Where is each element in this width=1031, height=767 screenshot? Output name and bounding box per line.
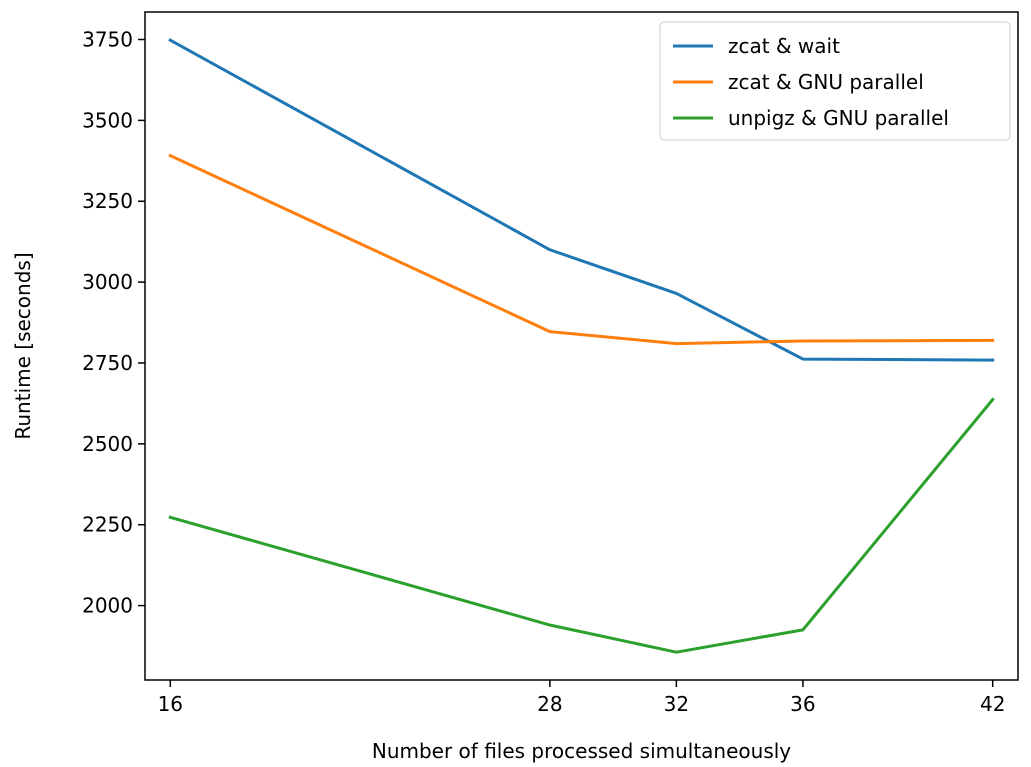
series-line-3 [168,397,995,654]
y-tick-label: 3250 [82,189,133,213]
x-tick-label: 32 [664,692,689,716]
axes-frame [144,11,1019,681]
y-axis-label: Runtime [seconds] [11,252,35,439]
y-tick-label: 3500 [82,108,133,132]
x-axis-label: Number of files processed simultaneously [372,739,791,763]
legend-label-1: zcat & wait [728,34,840,58]
x-tick-label: 16 [158,692,183,716]
legend: zcat & wait zcat & GNU parallel unpigz & G… [659,21,1011,141]
y-axis-ticks: 2000 2250 2500 2750 3000 3250 3500 3750 [82,27,145,618]
y-tick-label: 2250 [82,513,133,537]
series-line-1 [168,38,995,362]
y-tick-label: 3750 [82,27,133,51]
x-tick-label: 28 [537,692,562,716]
legend-box [659,21,1011,141]
x-tick-label: 42 [980,692,1005,716]
legend-label-2: zcat & GNU parallel [728,70,924,94]
y-tick-label: 2500 [82,432,133,456]
series-layer [168,38,995,654]
plot-area [144,11,1019,681]
series-line-2 [168,153,995,346]
x-tick-label: 36 [790,692,815,716]
legend-label-3: unpigz & GNU parallel [728,106,949,130]
y-tick-label: 3000 [82,270,133,294]
y-tick-label: 2750 [82,351,133,375]
y-tick-label: 2000 [82,594,133,618]
x-axis-ticks: 16 28 32 36 42 [158,680,1005,716]
